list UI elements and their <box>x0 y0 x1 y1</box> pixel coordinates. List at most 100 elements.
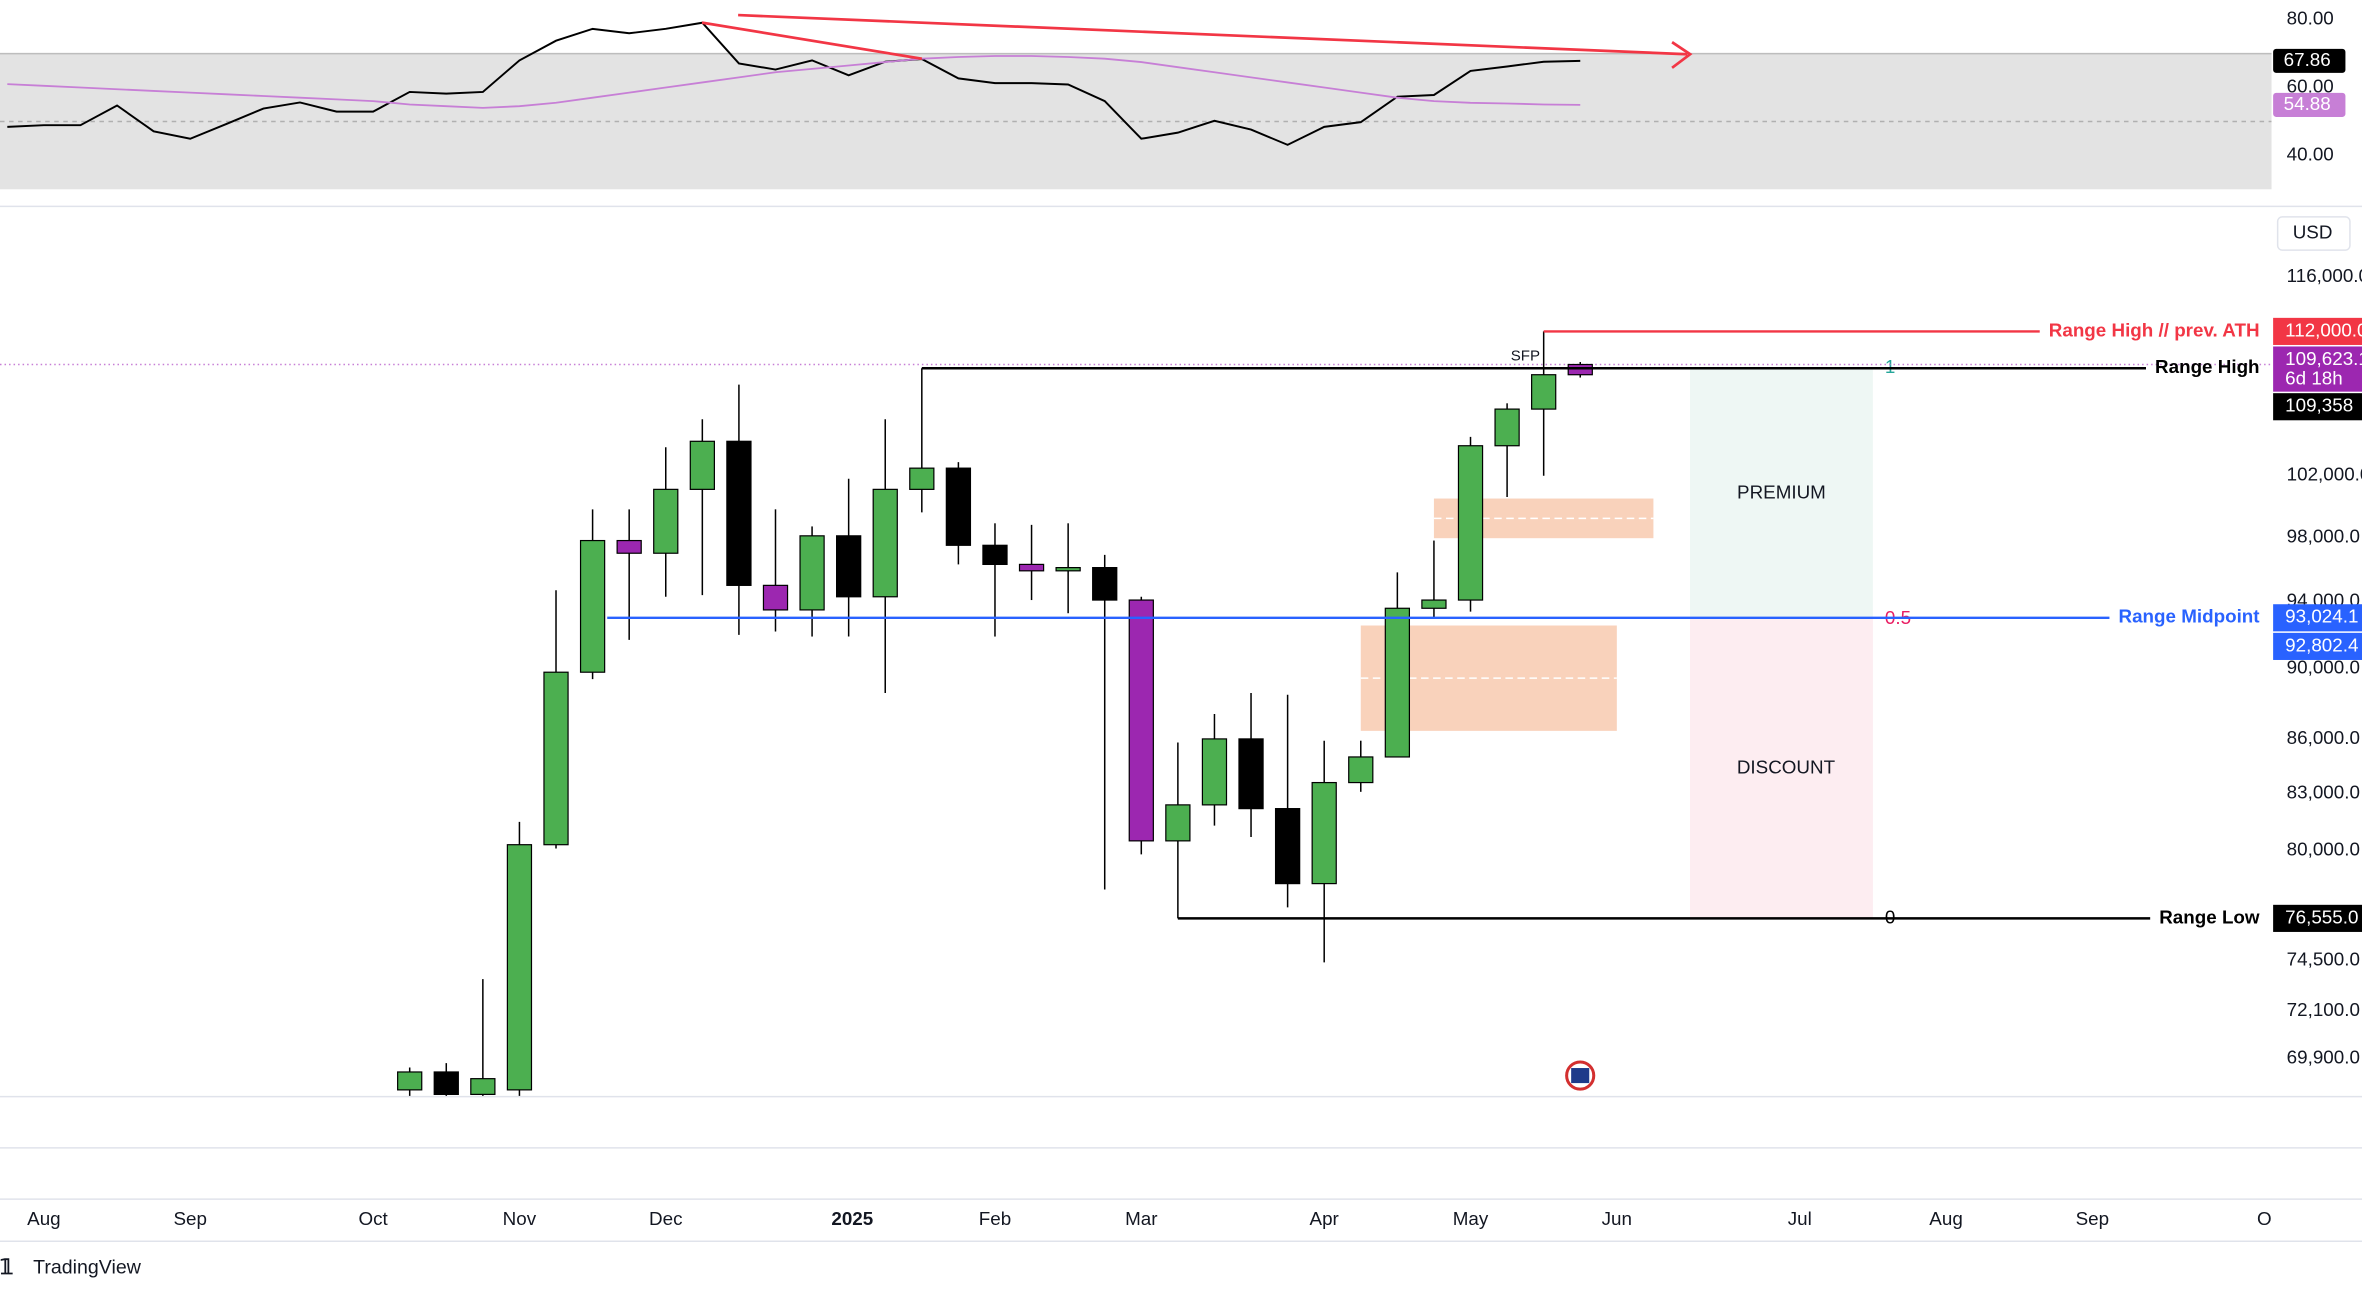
last-value-label: 67.86 <box>2284 49 2331 70</box>
candle-body <box>1238 738 1264 810</box>
price-label: 112,000.0 <box>2285 319 2362 340</box>
x-tick-label: Aug <box>1929 1208 1962 1229</box>
zone-label: PREMIUM <box>1737 482 1826 503</box>
level-label: Range Midpoint <box>2118 606 2260 627</box>
candle-body <box>1457 445 1484 601</box>
price-label: 92,802.4 <box>2285 634 2358 655</box>
candle-body <box>653 488 679 554</box>
candle-body <box>1274 808 1301 885</box>
divergence-line <box>701 21 923 61</box>
candle-body <box>1018 563 1045 572</box>
price-label: 93,024.1 <box>2285 606 2358 627</box>
currency: USD <box>2293 221 2333 242</box>
arrow-head <box>1671 41 1693 69</box>
annotation: SFP <box>1511 347 1540 364</box>
x-tick-label: Oct <box>358 1208 388 1229</box>
candle-body <box>909 467 935 490</box>
price-label: 109,623.1 <box>2285 348 2362 369</box>
logo: 𝟙 <box>0 1256 13 1279</box>
last-value-box <box>2273 48 2346 73</box>
x-tick-label: Jun <box>1602 1208 1632 1229</box>
candle-body <box>1531 374 1557 410</box>
price-label: 76,555.0 <box>2285 906 2358 927</box>
candle-body <box>1384 607 1411 758</box>
candle-body <box>1348 756 1374 784</box>
candle-body <box>1201 738 1228 806</box>
rsi-line <box>7 21 1581 146</box>
candle-body <box>470 1078 496 1095</box>
price-label-box <box>2273 604 2362 632</box>
footer: TradingView <box>33 1257 142 1279</box>
level-label: Range High // prev. ATH <box>2049 319 2260 340</box>
candle-body <box>1494 408 1520 447</box>
rsi-pane <box>0 21 2272 190</box>
candle-body <box>726 440 752 586</box>
candle-body <box>836 535 862 598</box>
candle-body <box>579 539 606 673</box>
candle-body <box>872 488 898 598</box>
y-tick-label: 72,100.0 <box>2287 999 2360 1020</box>
y-tick-label: 69,900.0 <box>2287 1047 2360 1068</box>
rsi-tick-label: 80.00 <box>2287 8 2334 29</box>
x-tick-label: Sep <box>173 1208 206 1229</box>
x-tick-label: 2025 <box>831 1208 873 1229</box>
candle-body <box>1421 599 1447 609</box>
candle-body <box>433 1071 459 1095</box>
y-tick-label: 86,000.0 <box>2287 727 2360 748</box>
candle-body <box>762 584 789 611</box>
rsi-line <box>7 55 1581 109</box>
zone-label: DISCOUNT <box>1737 757 1836 778</box>
trend-arrow <box>738 13 1688 56</box>
y-tick-label: 102,000.0 <box>2287 464 2362 485</box>
x-tick-label: Sep <box>2076 1208 2109 1229</box>
x-tick-label: Jul <box>1788 1208 1812 1229</box>
candle-body <box>1128 599 1154 842</box>
candle-body <box>689 440 715 490</box>
level-label: Range High <box>2155 356 2260 377</box>
candle-body <box>982 544 1008 566</box>
fib-label: 0 <box>1885 906 1895 927</box>
price-label-box <box>2273 904 2362 932</box>
candle-body <box>506 844 533 1091</box>
y-tick-label: 90,000.0 <box>2287 657 2360 678</box>
price-label-box <box>2273 346 2362 392</box>
x-tick-label: May <box>1453 1208 1489 1229</box>
price-label-box <box>2273 317 2362 345</box>
candle-body <box>1092 567 1118 601</box>
x-tick-label: Mar <box>1125 1208 1157 1229</box>
y-tick-label: 116,000.0 <box>2287 265 2362 286</box>
price-label: 6d 18h <box>2285 368 2343 389</box>
candle-body <box>1567 363 1593 376</box>
candle-body <box>945 467 972 546</box>
x-tick-label: Aug <box>27 1208 60 1229</box>
price-label-box <box>2273 393 2362 421</box>
flag <box>1571 1068 1590 1084</box>
candle-body <box>799 535 825 611</box>
x-tick-label: Feb <box>979 1208 1011 1229</box>
last-value-label: 54.88 <box>2284 93 2331 114</box>
x-tick-label: Nov <box>503 1208 537 1229</box>
x-tick-label: O <box>2257 1208 2272 1229</box>
candle-body <box>1311 781 1337 885</box>
level-label: Range Low <box>2159 906 2260 927</box>
candle-body <box>1055 567 1081 572</box>
y-tick-label: 74,500.0 <box>2287 948 2360 969</box>
y-tick-label: 98,000.0 <box>2287 525 2360 546</box>
currency-box[interactable] <box>2276 216 2351 251</box>
y-tick-label: 83,000.0 <box>2287 782 2360 803</box>
premium-zone <box>1689 368 1873 619</box>
rsi-tick-label: 40.00 <box>2287 143 2334 164</box>
candle-body <box>616 539 642 554</box>
price-label-box <box>2273 632 2362 660</box>
y-tick-label: 80,000.0 <box>2287 838 2360 859</box>
fib-label: 1 <box>1885 356 1895 377</box>
candle-body <box>1165 804 1191 842</box>
rsi-tick-label: 60.00 <box>2287 75 2334 96</box>
candle-body <box>543 671 569 846</box>
rsi-band <box>0 53 2272 190</box>
candle-body <box>397 1071 423 1091</box>
